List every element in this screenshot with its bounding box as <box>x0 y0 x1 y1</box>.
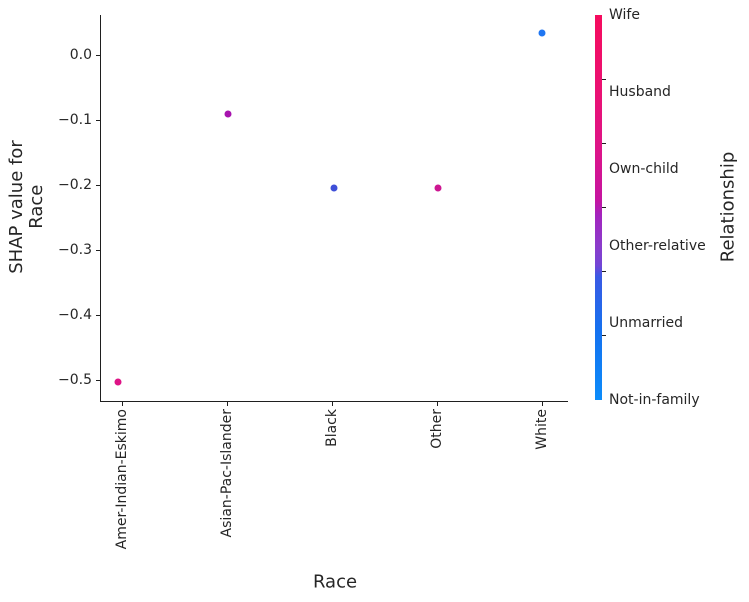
y-tick-mark <box>96 249 101 251</box>
colorbar-tick-mark <box>602 142 606 144</box>
x-tick-label: Amer-Indian-Eskimo <box>114 409 130 550</box>
y-tick-mark <box>96 119 101 121</box>
y-tick-label: −0.5 <box>58 372 92 388</box>
colorbar-tick-mark <box>602 78 606 80</box>
scatter-point <box>538 29 546 37</box>
x-tick-label: Asian-Pac-Islander <box>219 409 235 538</box>
y-tick-mark <box>96 379 101 381</box>
colorbar-tick-label: Not-in-family <box>609 392 700 408</box>
colorbar-tick-label: Wife <box>609 7 640 23</box>
x-axis-spine <box>100 401 568 402</box>
y-axis-label-line2: Race <box>26 184 47 230</box>
x-tick-label: Black <box>324 409 340 447</box>
y-axis-label-line1: SHAP value for <box>6 140 28 274</box>
colorbar-tick-label: Other-relative <box>609 238 706 254</box>
scatter-point <box>330 184 338 192</box>
y-tick-label: −0.3 <box>58 242 92 258</box>
colorbar-tick-mark <box>602 335 606 337</box>
scatter-point <box>114 378 122 386</box>
y-tick-label: −0.2 <box>58 177 92 193</box>
y-axis-label: SHAP value for Race <box>6 140 47 274</box>
y-tick-mark <box>96 184 101 186</box>
y-tick-mark <box>96 314 101 316</box>
colorbar-gradient <box>595 15 602 400</box>
y-tick-mark <box>96 54 101 56</box>
x-axis-label: Race <box>312 571 358 593</box>
y-axis-spine <box>100 15 101 401</box>
scatter-point <box>224 110 232 118</box>
x-tick-mark <box>331 401 333 406</box>
x-tick-label: Other <box>429 409 445 449</box>
colorbar-tick-mark <box>602 207 606 208</box>
y-tick-label: −0.4 <box>58 307 92 323</box>
colorbar-tick-label: Unmarried <box>609 315 683 331</box>
x-tick-label: White <box>534 409 550 450</box>
colorbar-tick-label: Husband <box>609 84 671 100</box>
scatter-point <box>434 184 442 192</box>
x-tick-mark <box>121 401 123 406</box>
x-tick-mark <box>226 401 228 406</box>
x-tick-mark <box>436 401 438 406</box>
y-tick-label: 0.0 <box>69 47 92 63</box>
colorbar-axis-label: Relationship <box>717 151 739 263</box>
y-tick-label: −0.1 <box>58 112 92 128</box>
x-tick-mark <box>541 401 543 406</box>
colorbar-tick-mark <box>602 271 606 273</box>
colorbar-tick-label: Own-child <box>609 161 679 177</box>
